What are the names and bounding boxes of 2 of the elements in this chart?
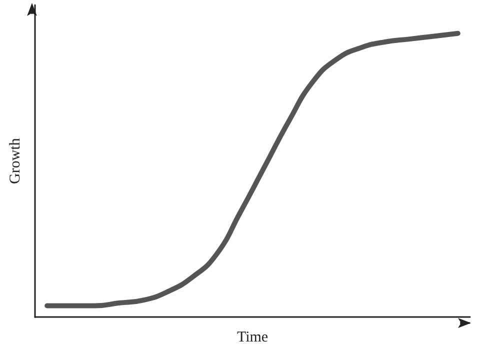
y-axis-title: Growth (8, 138, 24, 184)
x-axis-title: Time (236, 330, 268, 346)
